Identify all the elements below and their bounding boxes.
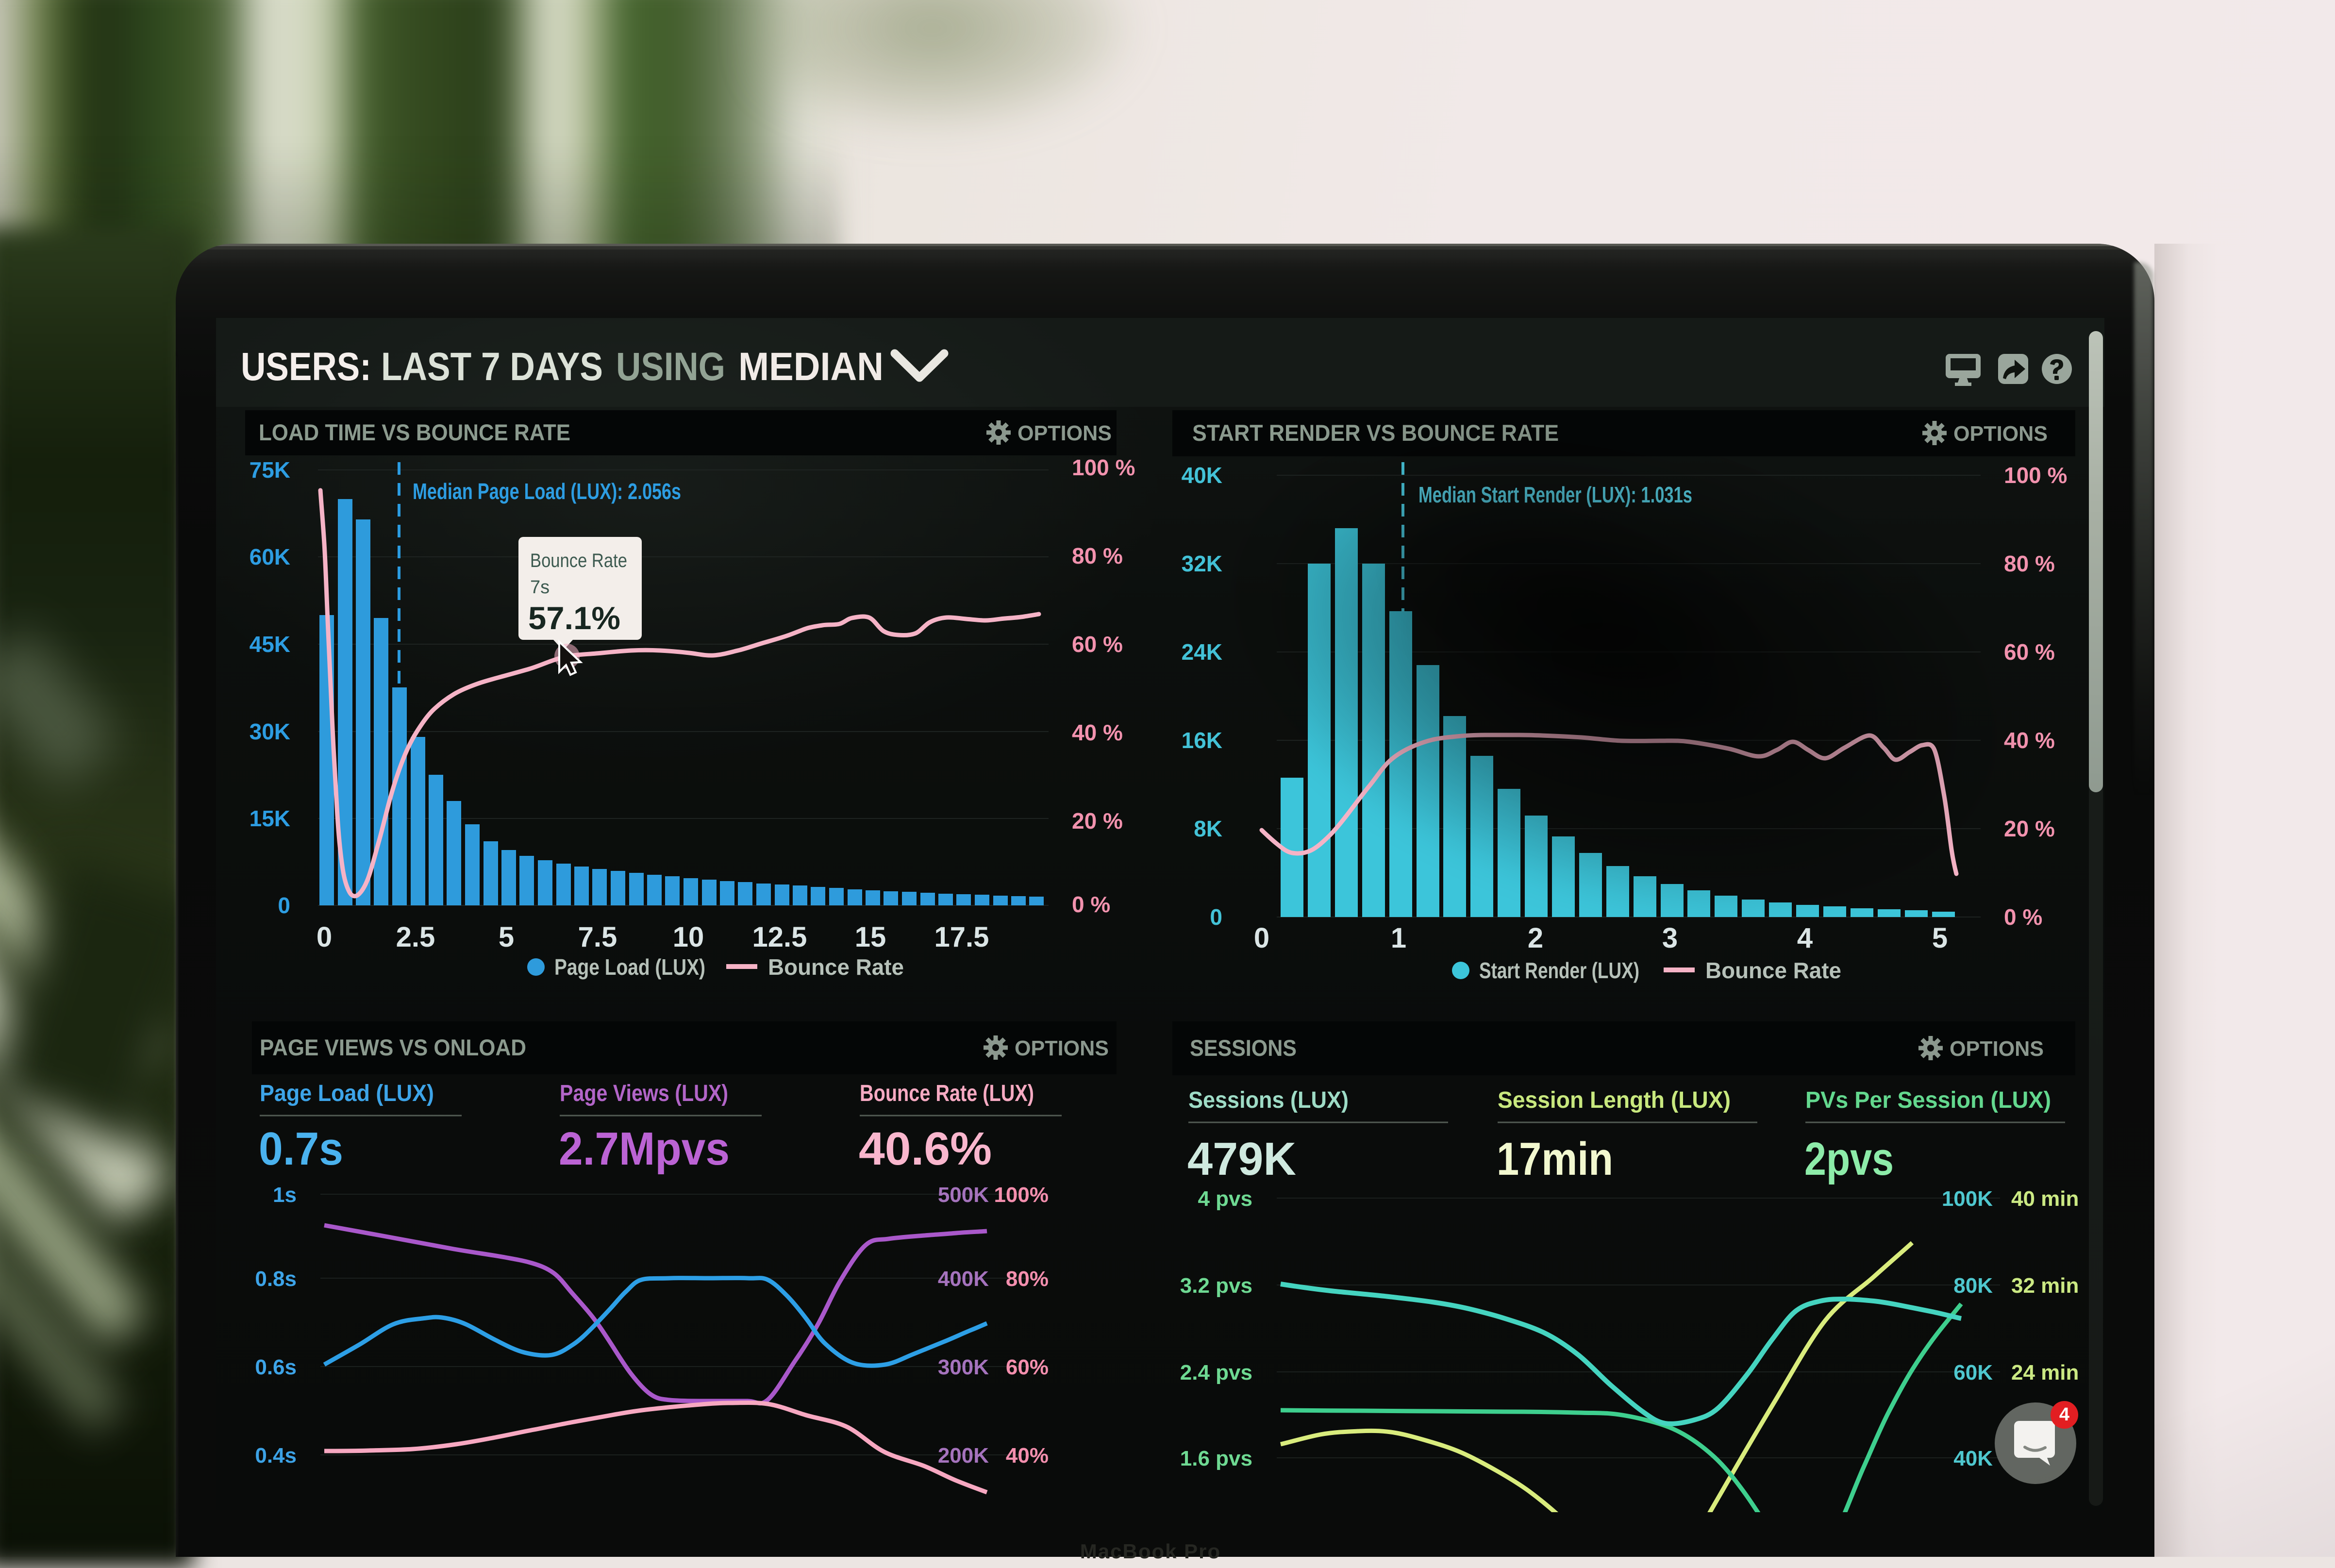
svg-text:0: 0 — [1254, 922, 1269, 954]
svg-text:30K: 30K — [250, 719, 290, 744]
svg-text:2pvs: 2pvs — [1804, 1133, 1894, 1185]
svg-text:LAST 7 DAYS: LAST 7 DAYS — [381, 345, 603, 389]
svg-text:OPTIONS: OPTIONS — [1015, 1036, 1109, 1060]
svg-text:Bounce Rate: Bounce Rate — [768, 954, 904, 980]
svg-text:OPTIONS: OPTIONS — [1017, 421, 1112, 445]
svg-text:12.5: 12.5 — [752, 921, 807, 953]
svg-text:15K: 15K — [250, 806, 290, 831]
svg-text:0 %: 0 % — [2004, 904, 2042, 930]
svg-text:300K: 300K — [938, 1355, 989, 1379]
svg-text:MEDIAN: MEDIAN — [738, 345, 884, 389]
svg-text:Page Views (LUX): Page Views (LUX) — [560, 1081, 728, 1106]
svg-text:100K: 100K — [1942, 1187, 1993, 1211]
svg-text:32 min: 32 min — [2011, 1274, 2079, 1298]
svg-text:2.7Mpvs: 2.7Mpvs — [559, 1123, 730, 1175]
svg-text:200K: 200K — [938, 1444, 989, 1468]
svg-text:USING: USING — [616, 345, 725, 389]
svg-text:PVs Per Session (LUX): PVs Per Session (LUX) — [1805, 1087, 2051, 1113]
svg-text:400K: 400K — [938, 1267, 989, 1291]
svg-text:2: 2 — [1528, 922, 1543, 954]
svg-text:3.2 pvs: 3.2 pvs — [1180, 1274, 1252, 1298]
svg-text:0 %: 0 % — [1072, 892, 1110, 917]
svg-text:80%: 80% — [1006, 1267, 1049, 1291]
svg-text:5: 5 — [499, 921, 514, 953]
svg-text:PAGE VIEWS VS ONLOAD: PAGE VIEWS VS ONLOAD — [260, 1034, 526, 1060]
svg-text:15: 15 — [855, 921, 886, 953]
svg-text:2.5: 2.5 — [396, 921, 435, 953]
svg-text:1: 1 — [1391, 922, 1406, 954]
svg-text:0: 0 — [317, 921, 332, 953]
svg-text:7s: 7s — [530, 577, 550, 598]
svg-text:7.5: 7.5 — [578, 921, 617, 953]
svg-text:SESSIONS: SESSIONS — [1190, 1035, 1297, 1061]
svg-text:100 %: 100 % — [1072, 455, 1135, 480]
svg-text:Page Load (LUX): Page Load (LUX) — [260, 1081, 434, 1106]
svg-text:24 min: 24 min — [2011, 1361, 2079, 1385]
svg-text:OPTIONS: OPTIONS — [1953, 422, 2048, 446]
svg-text:60K: 60K — [250, 544, 290, 569]
svg-text:Bounce Rate (LUX): Bounce Rate (LUX) — [860, 1081, 1034, 1106]
svg-text:Median Page Load (LUX): 2.056s: Median Page Load (LUX): 2.056s — [413, 479, 681, 504]
svg-text:40K: 40K — [1182, 463, 1222, 488]
svg-text:45K: 45K — [250, 632, 290, 657]
svg-text:4 pvs: 4 pvs — [1198, 1187, 1252, 1211]
svg-text:40 %: 40 % — [1072, 720, 1123, 745]
svg-text:40%: 40% — [1006, 1444, 1049, 1468]
svg-text:USERS:: USERS: — [241, 345, 371, 389]
svg-text:20 %: 20 % — [1072, 808, 1123, 834]
svg-text:1s: 1s — [273, 1183, 297, 1207]
svg-text:Start Render (LUX): Start Render (LUX) — [1479, 958, 1639, 983]
svg-text:80K: 80K — [1953, 1274, 1993, 1298]
svg-text:17.5: 17.5 — [934, 921, 989, 953]
svg-text:479K: 479K — [1187, 1133, 1296, 1185]
svg-text:0.7s: 0.7s — [259, 1123, 343, 1175]
svg-text:17min: 17min — [1497, 1133, 1613, 1185]
svg-text:0.6s: 0.6s — [255, 1355, 297, 1379]
svg-text:40 min: 40 min — [2011, 1187, 2079, 1211]
svg-text:75K: 75K — [250, 457, 290, 483]
svg-text:60%: 60% — [1006, 1355, 1049, 1379]
svg-text:0.4s: 0.4s — [255, 1444, 297, 1468]
svg-text:OPTIONS: OPTIONS — [1950, 1037, 2044, 1061]
svg-text:100%: 100% — [994, 1183, 1049, 1207]
svg-text:0: 0 — [278, 893, 290, 918]
svg-text:60 %: 60 % — [1072, 632, 1123, 657]
svg-text:500K: 500K — [938, 1183, 989, 1207]
svg-text:40.6%: 40.6% — [859, 1123, 992, 1175]
svg-text:80 %: 80 % — [1072, 543, 1123, 568]
svg-text:0.8s: 0.8s — [255, 1267, 297, 1291]
svg-text:100 %: 100 % — [2004, 463, 2067, 488]
svg-text:0: 0 — [1210, 904, 1222, 930]
svg-text:20 %: 20 % — [2004, 816, 2055, 841]
svg-text:1.6 pvs: 1.6 pvs — [1180, 1447, 1252, 1470]
svg-text:40K: 40K — [1953, 1447, 1993, 1470]
svg-text:LOAD TIME VS BOUNCE RATE: LOAD TIME VS BOUNCE RATE — [259, 419, 570, 445]
svg-text:2.4 pvs: 2.4 pvs — [1180, 1361, 1252, 1385]
svg-text:Sessions (LUX): Sessions (LUX) — [1188, 1087, 1349, 1113]
svg-text:Page Load (LUX): Page Load (LUX) — [554, 954, 705, 980]
svg-text:Session Length (LUX): Session Length (LUX) — [1498, 1087, 1731, 1113]
svg-text:57.1%: 57.1% — [528, 600, 620, 636]
svg-text:Bounce Rate: Bounce Rate — [530, 550, 627, 571]
svg-text:10: 10 — [673, 921, 704, 953]
svg-text:8K: 8K — [1194, 816, 1222, 841]
svg-text:60K: 60K — [1953, 1361, 1993, 1385]
